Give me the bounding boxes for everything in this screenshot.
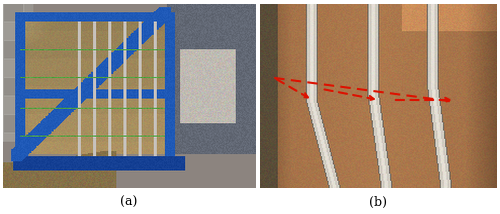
Text: (a): (a) <box>120 196 137 209</box>
Text: (b): (b) <box>370 196 388 209</box>
